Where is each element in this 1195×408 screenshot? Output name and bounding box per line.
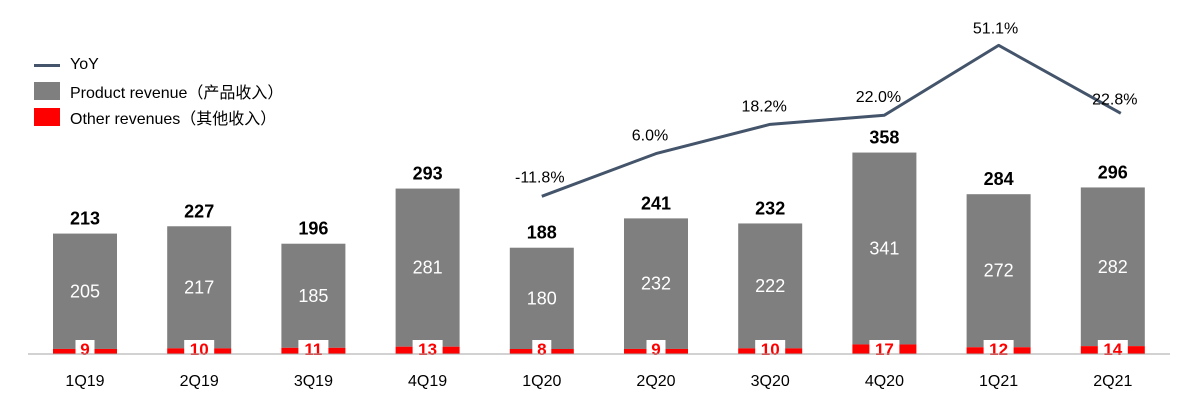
tag-other-1Q19 bbox=[75, 340, 95, 357]
label-total-2Q19: 227 bbox=[184, 201, 214, 221]
bar-product-2Q21 bbox=[1080, 187, 1145, 347]
label-product-2Q21: 282 bbox=[1098, 257, 1128, 277]
tag-other-1Q21 bbox=[983, 340, 1014, 357]
x-tick-2Q21: 2Q21 bbox=[1093, 373, 1132, 390]
tag-other-4Q20 bbox=[869, 340, 900, 357]
tag-other-2Q19 bbox=[184, 340, 215, 357]
tag-other-4Q19 bbox=[412, 340, 443, 357]
label-other-1Q21: 12 bbox=[989, 340, 1008, 359]
label-other-4Q19: 13 bbox=[418, 340, 437, 359]
yoy-label-1Q21: 51.1% bbox=[973, 20, 1018, 37]
legend-swatch-other bbox=[34, 108, 60, 126]
yoy-label-3Q20: 18.2% bbox=[742, 98, 787, 115]
label-other-3Q20: 10 bbox=[761, 340, 780, 359]
legend-swatch-yoy bbox=[34, 63, 60, 67]
bar-product-1Q21 bbox=[966, 194, 1031, 348]
bar-product-2Q20 bbox=[624, 218, 688, 349]
label-total-1Q19: 213 bbox=[70, 209, 100, 229]
yoy-label-4Q20: 22.0% bbox=[856, 89, 901, 106]
label-total-4Q19: 293 bbox=[413, 164, 443, 184]
x-tick-2Q19: 2Q19 bbox=[180, 373, 219, 390]
x-tick-3Q20: 3Q20 bbox=[751, 373, 790, 390]
label-other-2Q21: 14 bbox=[1103, 340, 1122, 359]
label-other-1Q19: 9 bbox=[80, 340, 89, 359]
legend-item-yoy: YoY bbox=[34, 52, 283, 78]
label-product-2Q20: 232 bbox=[641, 274, 671, 294]
bar-product-1Q20 bbox=[509, 247, 574, 349]
label-total-1Q21: 284 bbox=[984, 169, 1014, 189]
x-tick-1Q19: 1Q19 bbox=[65, 373, 104, 390]
yoy-label-2Q20: 6.0% bbox=[632, 128, 668, 145]
tag-other-1Q20 bbox=[532, 340, 552, 357]
label-product-2Q19: 217 bbox=[184, 277, 214, 297]
label-total-1Q20: 188 bbox=[527, 223, 557, 243]
label-product-3Q19: 185 bbox=[298, 286, 328, 306]
bar-product-4Q19 bbox=[395, 188, 460, 347]
legend-label-yoy: YoY bbox=[70, 56, 99, 73]
legend-item-product: Product revenue（产品收入） bbox=[34, 78, 283, 104]
legend-swatch-product bbox=[34, 82, 60, 100]
label-total-3Q20: 232 bbox=[755, 198, 785, 218]
label-product-1Q21: 272 bbox=[984, 261, 1014, 281]
bar-product-1Q19 bbox=[53, 233, 117, 349]
yoy-line bbox=[541, 43, 1122, 198]
label-total-2Q20: 241 bbox=[641, 193, 671, 213]
tag-other-2Q21 bbox=[1097, 340, 1128, 357]
label-product-4Q20: 341 bbox=[869, 238, 899, 258]
label-total-4Q20: 358 bbox=[869, 128, 899, 148]
bar-product-3Q19 bbox=[281, 243, 346, 348]
label-total-3Q19: 196 bbox=[298, 219, 328, 239]
legend-label-other: Other revenues（其他收入） bbox=[70, 111, 277, 128]
x-tick-3Q19: 3Q19 bbox=[294, 373, 333, 390]
label-product-3Q20: 222 bbox=[755, 276, 785, 296]
label-product-1Q20: 180 bbox=[527, 288, 557, 308]
label-product-1Q19: 205 bbox=[70, 281, 100, 301]
label-product-4Q19: 281 bbox=[413, 258, 443, 278]
bar-product-4Q20 bbox=[852, 152, 917, 345]
label-other-3Q19: 11 bbox=[304, 340, 322, 359]
label-other-1Q20: 8 bbox=[537, 340, 546, 359]
yoy-label-2Q21: 22.8% bbox=[1092, 91, 1137, 108]
x-tick-1Q21: 1Q21 bbox=[979, 373, 1018, 390]
label-other-2Q20: 9 bbox=[651, 340, 660, 359]
tag-other-3Q19 bbox=[298, 340, 329, 357]
label-total-2Q21: 296 bbox=[1098, 162, 1128, 182]
label-other-2Q19: 10 bbox=[190, 340, 209, 359]
yoy-label-1Q20: -11.8% bbox=[515, 169, 565, 186]
legend-item-other: Other revenues（其他收入） bbox=[34, 104, 283, 130]
legend-label-product: Product revenue（产品收入） bbox=[70, 85, 284, 102]
label-other-4Q20: 17 bbox=[875, 340, 894, 359]
tag-other-2Q20 bbox=[646, 340, 666, 357]
tag-other-3Q20 bbox=[755, 340, 786, 357]
x-tick-2Q20: 2Q20 bbox=[636, 373, 675, 390]
x-tick-4Q19: 4Q19 bbox=[408, 373, 447, 390]
x-tick-1Q20: 1Q20 bbox=[522, 373, 561, 390]
x-tick-4Q20: 4Q20 bbox=[865, 373, 904, 390]
bar-product-2Q19 bbox=[167, 226, 232, 349]
chart-legend: YoY Product revenue（产品收入） Other revenues… bbox=[34, 52, 283, 130]
bar-product-3Q20 bbox=[738, 223, 803, 349]
